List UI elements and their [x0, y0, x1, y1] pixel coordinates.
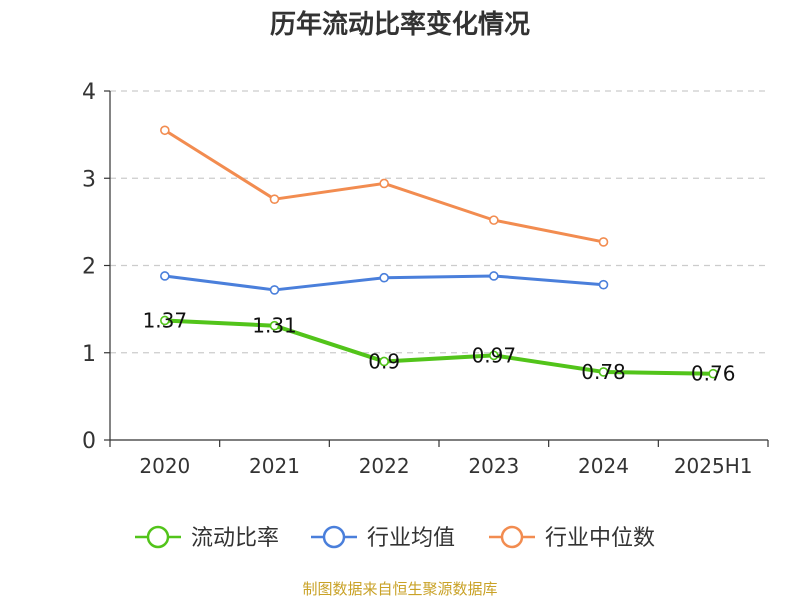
series-1-point [379, 272, 389, 283]
series-2-point [269, 194, 280, 204]
series-1-point [489, 271, 499, 281]
x-tick-label: 2023 [468, 454, 519, 478]
series-2-point [489, 215, 499, 225]
data-labels: 1.37 1.31 0.9 0.97 0.78 0.76 [143, 308, 736, 385]
series-0-point [379, 356, 389, 367]
y-tick-label: 3 [82, 167, 96, 192]
x-tick-label: 2025H1 [674, 454, 753, 478]
series-2-point [598, 237, 609, 247]
series-0-point [269, 320, 280, 331]
x-tick-label: 2021 [249, 454, 300, 478]
x-tick-label: 2024 [578, 454, 629, 478]
series-0-point [160, 315, 170, 326]
data-label: 0.78 [581, 360, 626, 384]
series-lines [160, 125, 718, 379]
x-tick-label: 2022 [359, 454, 410, 478]
y-tick-label: 1 [82, 342, 96, 367]
legend-label: 行业均值 [367, 526, 455, 551]
data-label: 0.97 [472, 343, 517, 367]
source-note: 制图数据来自恒生聚源数据库 [302, 580, 497, 598]
series-0-point [489, 350, 499, 361]
legend: 流动比率 行业均值 行业中位数 [135, 525, 655, 551]
legend-marker [500, 525, 524, 549]
series-1-point [598, 279, 609, 290]
data-label: 1.31 [252, 314, 297, 338]
legend-label: 行业中位数 [545, 526, 655, 551]
y-tick-label: 0 [82, 429, 96, 454]
legend-label: 流动比率 [191, 526, 279, 551]
axes: 0 1 2 3 4 2020 2021 2022 2023 2024 2025H1 [82, 80, 769, 478]
series-0-line [162, 318, 716, 376]
data-label: 0.76 [691, 362, 736, 386]
series-1-point [269, 285, 280, 295]
legend-marker [322, 525, 346, 549]
y-tick-label: 4 [82, 80, 96, 105]
y-tick-label: 2 [82, 255, 96, 280]
data-label: 1.37 [143, 308, 188, 332]
legend-marker [146, 525, 170, 549]
series-1-point [160, 271, 170, 281]
series-0-point [598, 367, 609, 377]
series-2-point [160, 125, 170, 136]
series-2-point [379, 178, 389, 189]
data-label: 0.9 [368, 349, 400, 373]
series-0-point [708, 368, 718, 379]
x-tick-label: 2020 [139, 454, 190, 478]
grid-lines [110, 90, 768, 354]
chart-title: 历年流动比率变化情况 [270, 9, 530, 40]
